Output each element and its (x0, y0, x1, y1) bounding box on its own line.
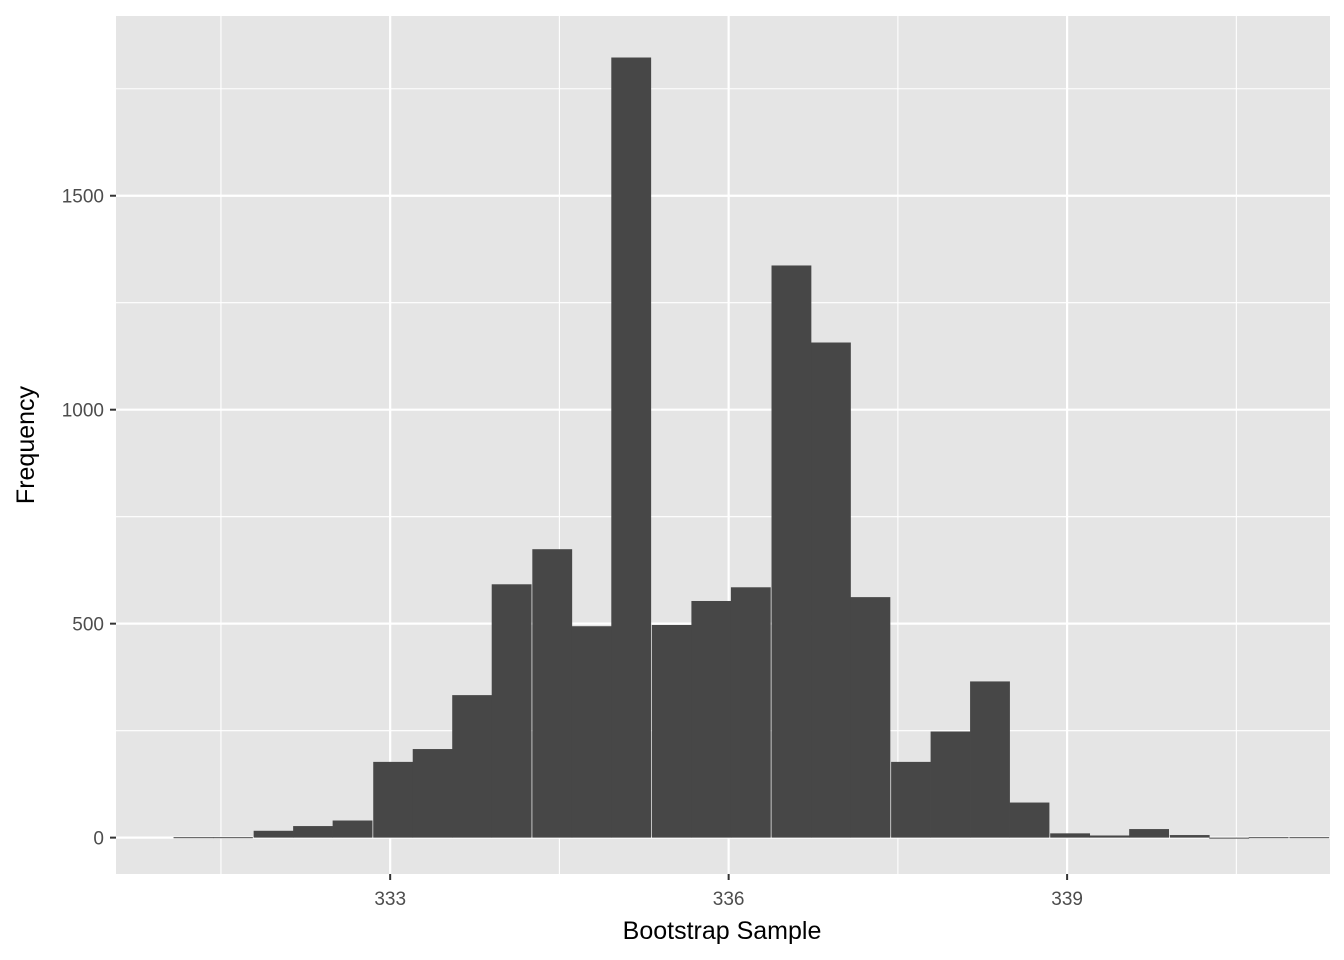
y-tick-label: 500 (72, 615, 104, 636)
histogram-bar (571, 626, 612, 838)
x-tick-label: 339 (1051, 889, 1083, 910)
histogram-bar (771, 265, 812, 838)
histogram-bar (930, 731, 971, 838)
histogram-bar (1009, 802, 1050, 838)
histogram-bar (1248, 837, 1289, 839)
histogram-bar (373, 761, 414, 838)
histogram-bar (1129, 829, 1169, 838)
y-tick-label: 0 (93, 829, 104, 850)
histogram-bar (891, 761, 931, 838)
histogram-bar (1050, 833, 1091, 838)
minor-gridlines (116, 16, 1330, 874)
histogram-bar (213, 837, 253, 839)
histogram-bar (651, 624, 692, 838)
histogram-bar (293, 826, 333, 838)
y-axis-title: Frequency (12, 385, 40, 504)
histogram-bar (1209, 837, 1250, 839)
histogram-bar (811, 342, 851, 838)
histogram-bar (730, 587, 771, 838)
histogram-bar (691, 600, 732, 838)
y-tick-label: 1500 (62, 187, 104, 208)
histogram-bar (332, 820, 373, 838)
x-axis: 333 336 339 (374, 874, 1083, 910)
x-axis-title: Bootstrap Sample (623, 917, 822, 945)
y-axis: 0 500 1000 1500 (62, 187, 116, 850)
y-tick-label: 1000 (62, 401, 104, 422)
histogram-bar (611, 57, 652, 838)
histogram-bar (452, 695, 493, 838)
histogram-bar (850, 597, 891, 838)
x-tick-label: 333 (374, 889, 406, 910)
histogram-bar (532, 549, 573, 838)
histogram-bar (491, 584, 532, 838)
histogram-bars (173, 57, 1330, 839)
x-tick-label: 336 (713, 889, 745, 910)
histogram-bar (1289, 837, 1330, 839)
histogram-bar (173, 837, 214, 839)
histogram-bar (253, 830, 294, 838)
histogram-bar (970, 681, 1010, 838)
histogram-bar (1169, 835, 1210, 838)
histogram-bar (1089, 835, 1130, 838)
histogram-bar (412, 749, 453, 838)
